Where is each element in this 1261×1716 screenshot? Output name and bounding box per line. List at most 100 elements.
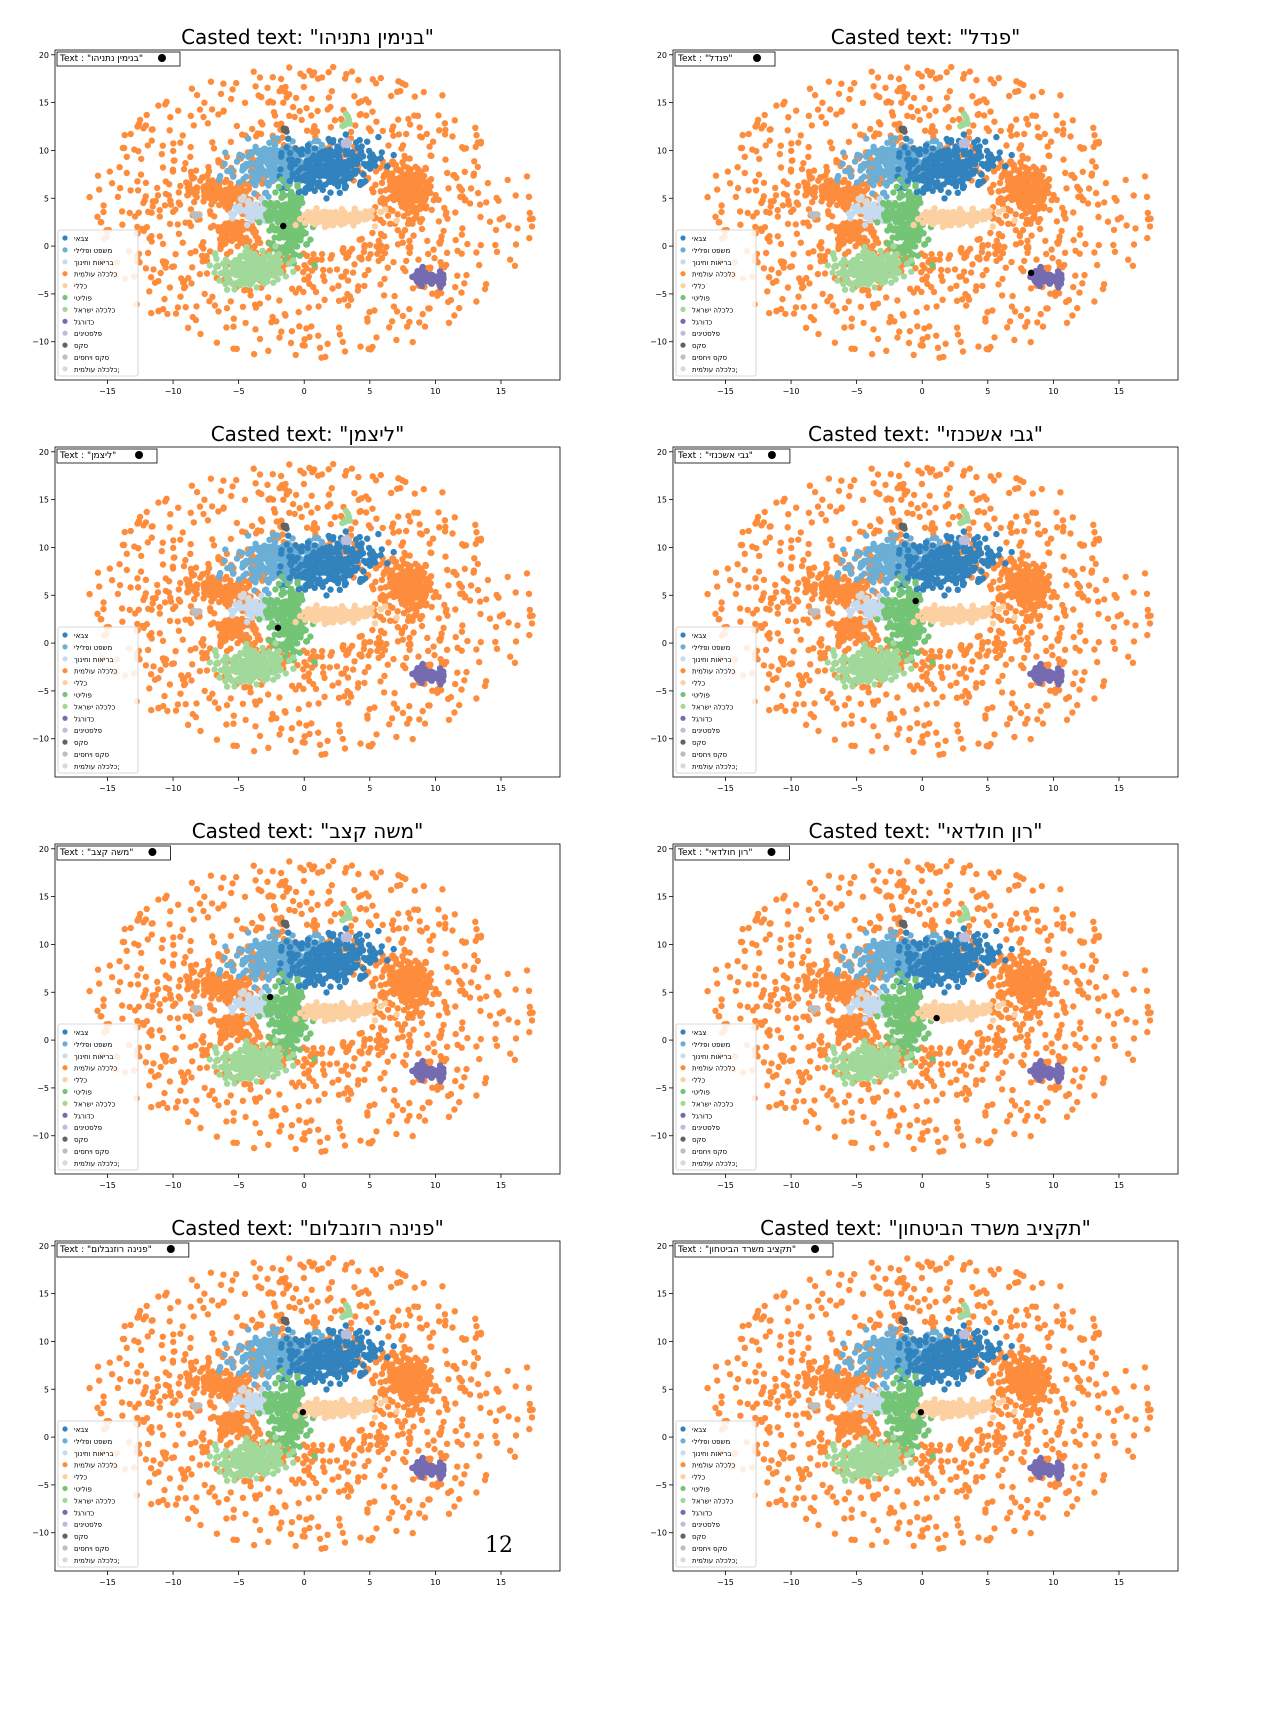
data-point bbox=[222, 280, 229, 288]
legend-label: פלסטינים bbox=[74, 330, 102, 338]
data-point bbox=[825, 210, 832, 218]
data-point bbox=[906, 285, 914, 292]
data-point bbox=[861, 234, 868, 242]
data-point bbox=[734, 184, 742, 192]
data-point bbox=[155, 277, 162, 285]
data-point bbox=[1043, 305, 1050, 312]
text-legend: Text : "בנימין נתניהו" bbox=[56, 51, 181, 67]
data-point bbox=[966, 163, 973, 170]
data-point bbox=[809, 198, 816, 206]
data-point bbox=[188, 85, 196, 92]
data-point bbox=[940, 353, 947, 361]
data-point bbox=[217, 192, 224, 200]
data-point bbox=[909, 160, 917, 168]
data-point bbox=[365, 266, 372, 274]
data-point bbox=[982, 138, 989, 145]
data-point bbox=[900, 256, 907, 263]
data-point bbox=[314, 107, 321, 115]
data-point bbox=[283, 144, 290, 151]
data-point bbox=[869, 242, 876, 250]
data-point bbox=[1144, 234, 1151, 242]
data-point bbox=[901, 144, 908, 151]
data-point bbox=[966, 68, 974, 75]
data-point bbox=[913, 308, 920, 316]
data-point bbox=[288, 285, 296, 292]
data-point bbox=[163, 98, 170, 106]
data-point bbox=[298, 116, 305, 124]
data-point bbox=[476, 201, 484, 208]
data-point bbox=[1094, 201, 1102, 208]
data-point bbox=[938, 266, 945, 274]
data-point bbox=[248, 178, 256, 185]
data-point bbox=[269, 313, 276, 321]
data-point bbox=[278, 328, 285, 335]
data-point bbox=[134, 178, 141, 185]
data-point bbox=[788, 157, 795, 164]
data-point bbox=[784, 127, 791, 134]
data-point bbox=[1091, 298, 1098, 305]
data-point bbox=[989, 223, 997, 230]
data-point bbox=[895, 203, 903, 210]
data-point bbox=[761, 111, 768, 119]
data-point bbox=[134, 223, 141, 231]
data-point bbox=[758, 199, 765, 207]
data-point bbox=[442, 126, 449, 134]
data-point bbox=[860, 208, 868, 215]
data-point bbox=[415, 256, 422, 263]
legend-swatch bbox=[62, 330, 68, 336]
data-point bbox=[869, 301, 877, 308]
data-point bbox=[227, 138, 235, 146]
data-point bbox=[782, 310, 789, 318]
data-point bbox=[922, 142, 930, 149]
data-point bbox=[477, 213, 484, 221]
data-point bbox=[320, 266, 327, 274]
data-point bbox=[788, 147, 795, 155]
data-point bbox=[215, 111, 222, 118]
data-point bbox=[287, 243, 294, 251]
data-point bbox=[268, 319, 275, 326]
data-point bbox=[1102, 179, 1110, 187]
data-point bbox=[266, 165, 274, 172]
data-point bbox=[233, 158, 241, 165]
data-point bbox=[232, 257, 239, 264]
data-point bbox=[192, 248, 199, 255]
data-point bbox=[793, 189, 800, 196]
data-point bbox=[779, 202, 787, 209]
data-point bbox=[193, 303, 200, 310]
data-point bbox=[995, 281, 1002, 288]
data-point bbox=[422, 165, 430, 172]
data-point bbox=[165, 181, 173, 188]
data-point bbox=[1100, 281, 1108, 288]
data-point bbox=[818, 198, 825, 205]
data-point bbox=[481, 285, 489, 293]
data-point bbox=[1045, 183, 1052, 190]
data-point bbox=[212, 250, 219, 257]
data-point bbox=[867, 227, 874, 234]
data-point bbox=[1053, 196, 1060, 203]
data-point bbox=[254, 130, 261, 137]
data-point bbox=[851, 233, 858, 240]
category-legend-box bbox=[57, 229, 139, 377]
data-point bbox=[265, 273, 272, 280]
data-point bbox=[441, 204, 448, 212]
data-point bbox=[511, 262, 519, 269]
data-point bbox=[484, 179, 492, 187]
data-point bbox=[933, 154, 940, 161]
data-point bbox=[187, 153, 194, 160]
data-point bbox=[999, 250, 1007, 257]
data-point bbox=[1090, 124, 1097, 131]
data-point bbox=[215, 157, 222, 164]
data-point bbox=[991, 118, 998, 125]
data-point bbox=[820, 182, 828, 189]
data-point bbox=[363, 112, 370, 119]
y-tick-label: 10 bbox=[39, 146, 49, 155]
data-point bbox=[1146, 223, 1154, 230]
data-point bbox=[1002, 212, 1010, 219]
data-point bbox=[233, 187, 240, 194]
data-point bbox=[162, 264, 169, 271]
data-point bbox=[302, 185, 310, 192]
data-point bbox=[175, 107, 182, 114]
data-point bbox=[327, 255, 334, 262]
data-point bbox=[929, 187, 936, 194]
text-legend-box bbox=[56, 51, 181, 67]
